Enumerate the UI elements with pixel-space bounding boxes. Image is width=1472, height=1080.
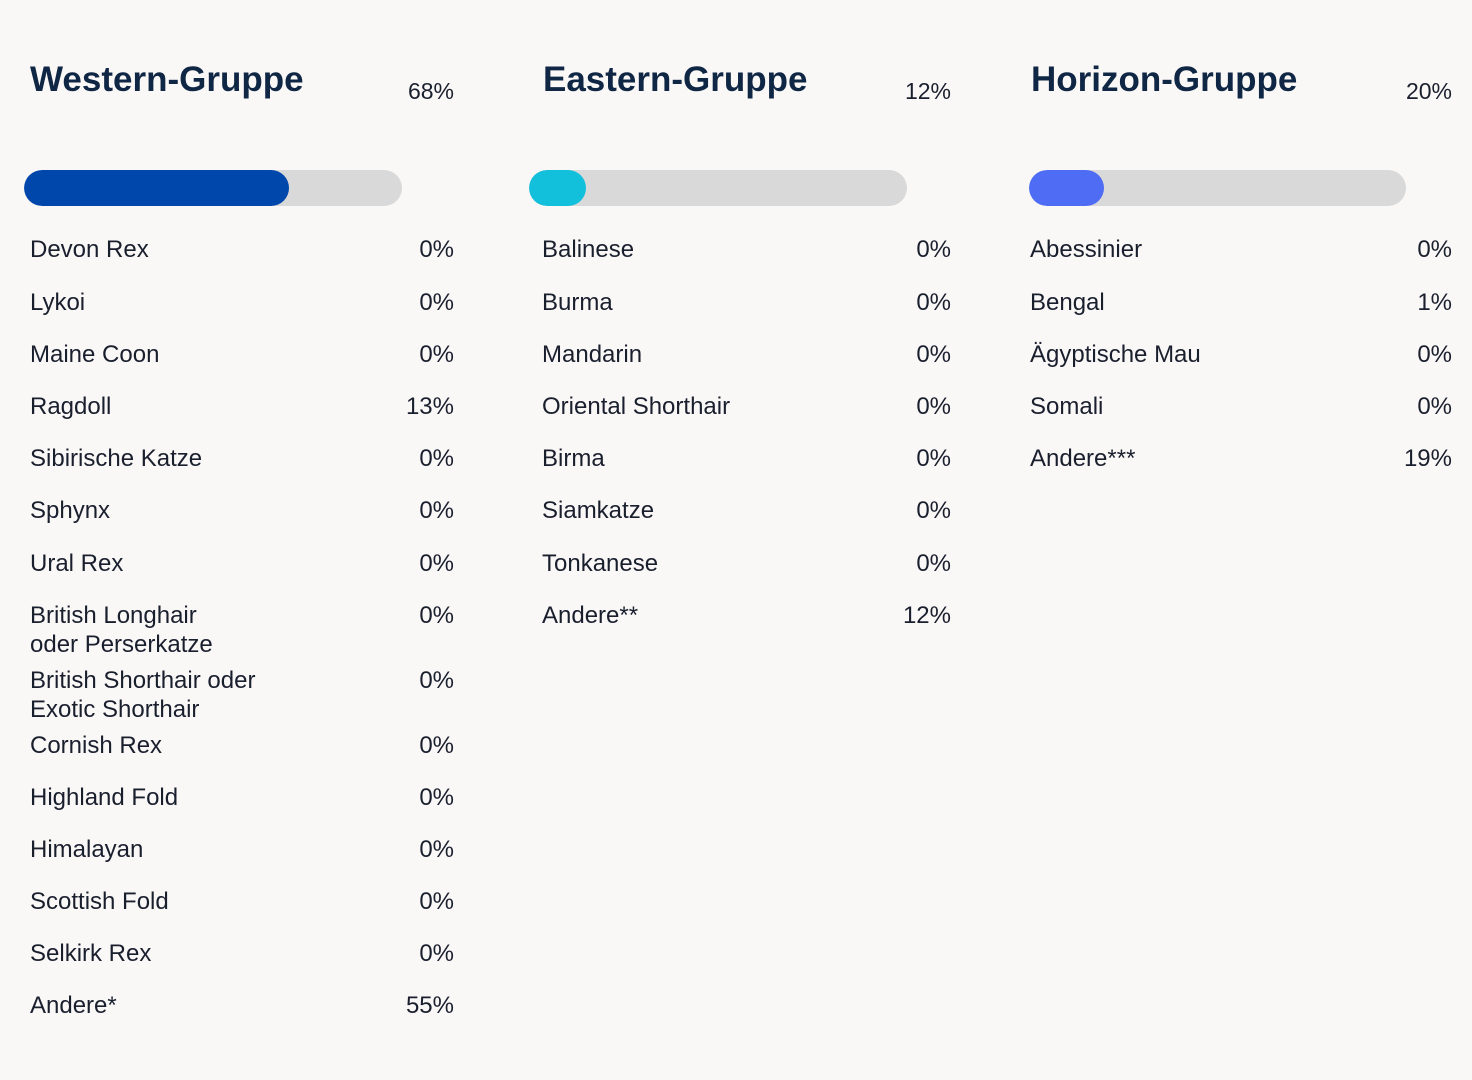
breed-percent: 0% [916, 289, 951, 316]
breed-percent: 0% [419, 940, 454, 967]
group-title: Western-Gruppe [30, 60, 304, 99]
breed-label: Lykoi [30, 289, 86, 316]
group-percent: 68% [407, 78, 454, 104]
breed-label: British Shorthair oder Exotic Shorthair [30, 667, 256, 723]
breed-label: British Longhair oder Perserkatze [30, 602, 213, 658]
group-western: Western-Gruppe 68% Devon Rex 0% Lykoi 0% Mai… [24, 0, 460, 1080]
breed-label: Himalayan [30, 836, 144, 863]
breed-label: Ägyptische Mau [1030, 341, 1201, 368]
progress-track [1029, 170, 1406, 206]
breed-label: Somali [1030, 393, 1104, 420]
group-horizon: Horizon-Gruppe 20% Abessinier 0% Bengal 1% Ä… [1029, 0, 1462, 1080]
breed-percent: 0% [419, 341, 454, 368]
breed-percent: 0% [916, 550, 951, 577]
breed-label: Highland Fold [30, 784, 179, 811]
breed-percent: 0% [916, 236, 951, 263]
breed-label: Tonkanese [542, 550, 659, 577]
group-percent: 20% [1405, 78, 1452, 104]
breed-percent: 0% [916, 393, 951, 420]
breed-label: Devon Rex [30, 236, 149, 263]
breed-percent: 0% [419, 888, 454, 915]
breed-percent: 13% [405, 393, 454, 420]
breed-percent: 1% [1417, 289, 1452, 316]
breed-label: Maine Coon [30, 341, 160, 368]
breed-label: Andere** [542, 602, 639, 629]
breed-percent: 55% [405, 992, 454, 1019]
breed-percent: 12% [902, 602, 951, 629]
breed-label: Sibirische Katze [30, 445, 203, 472]
group-percent: 12% [904, 78, 951, 104]
breed-label: Scottish Fold [30, 888, 169, 915]
breed-percent: 0% [1417, 341, 1452, 368]
progress-fill [529, 170, 586, 206]
progress-track [24, 170, 402, 206]
breed-label: Andere*** [1030, 445, 1136, 472]
progress-track [529, 170, 907, 206]
breed-percent: 0% [1417, 236, 1452, 263]
breed-percent: 0% [419, 445, 454, 472]
breed-percent: 0% [419, 784, 454, 811]
breed-label: Oriental Shorthair [542, 393, 731, 420]
group-title: Eastern-Gruppe [543, 60, 808, 99]
breed-label: Andere* [30, 992, 117, 1019]
breed-percent: 0% [916, 497, 951, 524]
breed-percent: 0% [419, 732, 454, 759]
breed-label: Sphynx [30, 497, 111, 524]
group-eastern: Eastern-Gruppe 12% Balinese 0% Burma 0% Mand… [529, 0, 957, 1080]
breed-label: Selkirk Rex [30, 940, 152, 967]
breed-label: Burma [542, 289, 613, 316]
breed-percent: 0% [916, 341, 951, 368]
group-title: Horizon-Gruppe [1031, 60, 1298, 99]
breed-percent: 0% [1417, 393, 1452, 420]
breed-label: Birma [542, 445, 605, 472]
breed-percent: 0% [419, 550, 454, 577]
breed-percent: 0% [916, 445, 951, 472]
progress-fill [24, 170, 289, 206]
breed-percent: 19% [1403, 445, 1452, 472]
breed-percent: 0% [419, 289, 454, 316]
breed-label: Ragdoll [30, 393, 112, 420]
progress-fill [1029, 170, 1105, 206]
breed-label: Ural Rex [30, 550, 124, 577]
breed-percent: 0% [419, 667, 454, 694]
breed-percent: 0% [419, 497, 454, 524]
breed-percent: 0% [419, 602, 454, 629]
breed-label: Bengal [1030, 289, 1105, 316]
breed-label: Siamkatze [542, 497, 655, 524]
breed-label: Balinese [542, 236, 635, 263]
breed-label: Cornish Rex [30, 732, 163, 759]
breed-label: Mandarin [542, 341, 643, 368]
breed-percent: 0% [419, 236, 454, 263]
breed-label: Abessinier [1030, 236, 1143, 263]
breed-percent: 0% [419, 836, 454, 863]
